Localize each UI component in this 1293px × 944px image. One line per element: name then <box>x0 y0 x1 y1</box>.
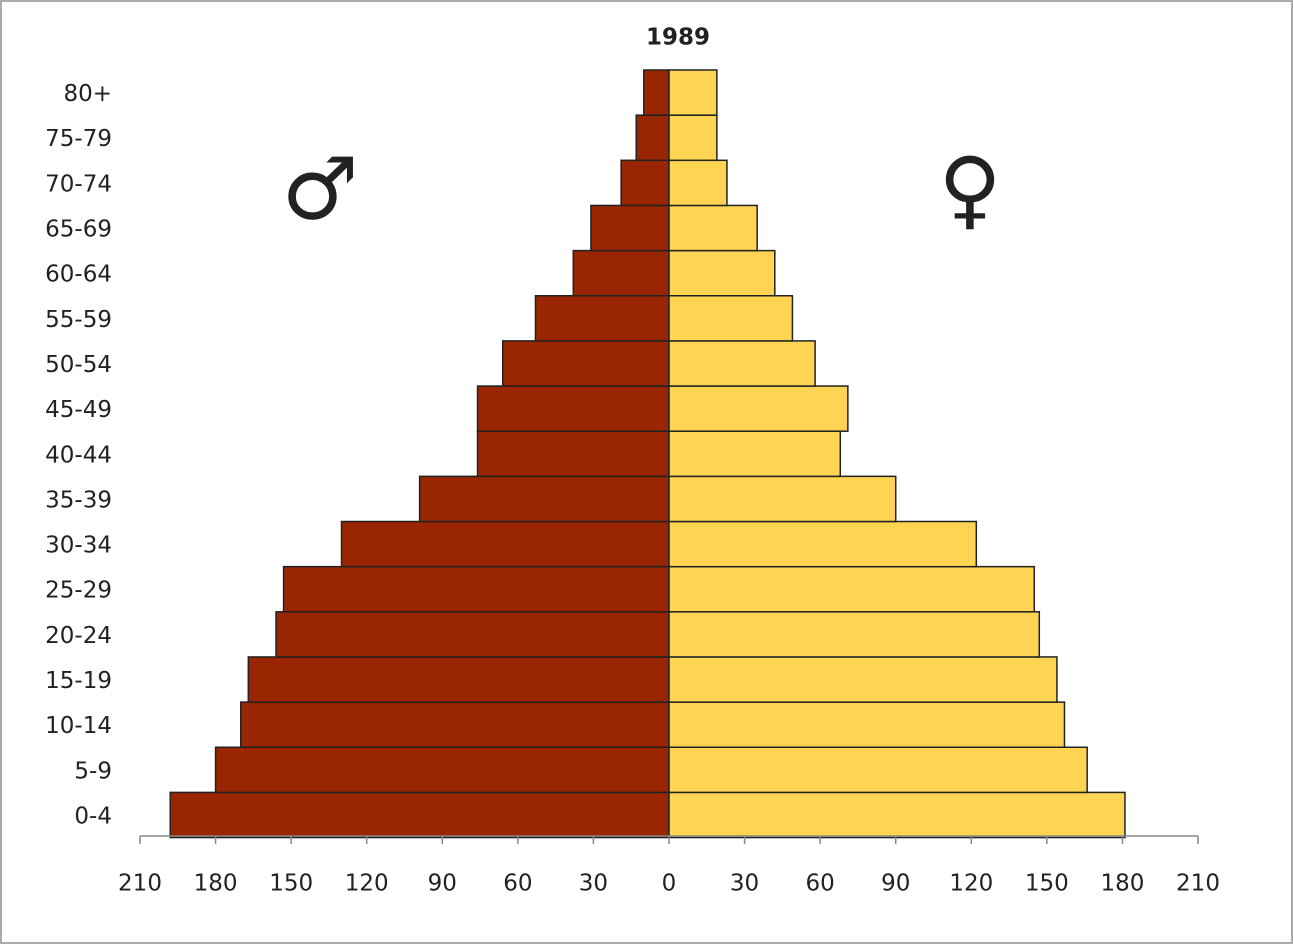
bar <box>501 340 670 387</box>
x-tick-label: 120 <box>345 871 389 897</box>
bar <box>247 656 670 703</box>
bar <box>668 430 842 478</box>
bar <box>169 791 670 839</box>
x-tick-label: 150 <box>1025 871 1069 897</box>
x-tick-label: 0 <box>662 871 677 897</box>
x-tick-label: 30 <box>579 871 608 897</box>
bar <box>668 204 758 252</box>
y-tick-label: 25-29 <box>45 578 112 604</box>
bar <box>340 520 670 568</box>
chart-title: 1989 <box>646 25 710 51</box>
x-tick-label: 180 <box>1100 871 1144 897</box>
y-tick-label: 70-74 <box>45 171 112 197</box>
bar <box>668 520 978 568</box>
male-symbol: ♂ <box>281 139 358 239</box>
y-tick-label: 0-4 <box>74 803 112 829</box>
bar <box>476 430 670 478</box>
x-tick-label: 60 <box>503 871 532 897</box>
bar <box>282 565 670 613</box>
bar <box>668 385 849 432</box>
bar <box>476 385 670 432</box>
x-tick-label: 90 <box>428 871 457 897</box>
y-tick-label: 40-44 <box>45 442 112 468</box>
bar <box>668 295 794 342</box>
y-tick-label: 60-64 <box>45 262 112 288</box>
bar <box>668 114 718 162</box>
x-tick-label: 150 <box>269 871 313 897</box>
bar <box>668 701 1066 748</box>
x-tick-label: 120 <box>949 871 993 897</box>
y-tick-label: 45-49 <box>45 397 112 423</box>
y-tick-label: 20-24 <box>45 623 112 649</box>
x-tick-label: 180 <box>194 871 238 897</box>
y-tick-label: 35-39 <box>45 487 112 513</box>
bar <box>635 114 670 162</box>
y-tick-label: 65-69 <box>45 217 112 243</box>
x-tick-label: 30 <box>730 871 759 897</box>
bar <box>668 791 1126 839</box>
bar <box>418 475 670 523</box>
x-tick-label: 210 <box>1176 871 1220 897</box>
bar <box>668 475 897 523</box>
bar <box>534 295 670 342</box>
y-tick-label: 15-19 <box>45 668 112 694</box>
y-tick-label: 50-54 <box>45 352 112 378</box>
bar <box>668 565 1036 613</box>
x-tick-label: 90 <box>881 871 910 897</box>
bar <box>668 746 1088 794</box>
y-tick-label: 10-14 <box>45 713 112 739</box>
bar <box>668 656 1058 703</box>
bar <box>668 69 718 116</box>
bar <box>275 611 670 658</box>
bar <box>668 611 1041 658</box>
bar <box>240 701 670 748</box>
y-tick-label: 75-79 <box>45 126 112 152</box>
bar <box>572 249 670 297</box>
y-tick-label: 30-34 <box>45 533 112 559</box>
bar <box>668 249 776 297</box>
bar <box>590 204 670 252</box>
x-tick-label: 210 <box>118 871 162 897</box>
y-tick-label: 5-9 <box>74 758 112 784</box>
bar <box>668 340 816 387</box>
y-tick-label: 55-59 <box>45 307 112 333</box>
bar <box>668 159 728 207</box>
bar <box>620 159 670 207</box>
female-symbol: ♀ <box>939 139 1002 239</box>
x-tick-label: 60 <box>806 871 835 897</box>
bar <box>214 746 670 794</box>
bar <box>643 69 670 116</box>
y-tick-label: 80+ <box>63 81 112 107</box>
